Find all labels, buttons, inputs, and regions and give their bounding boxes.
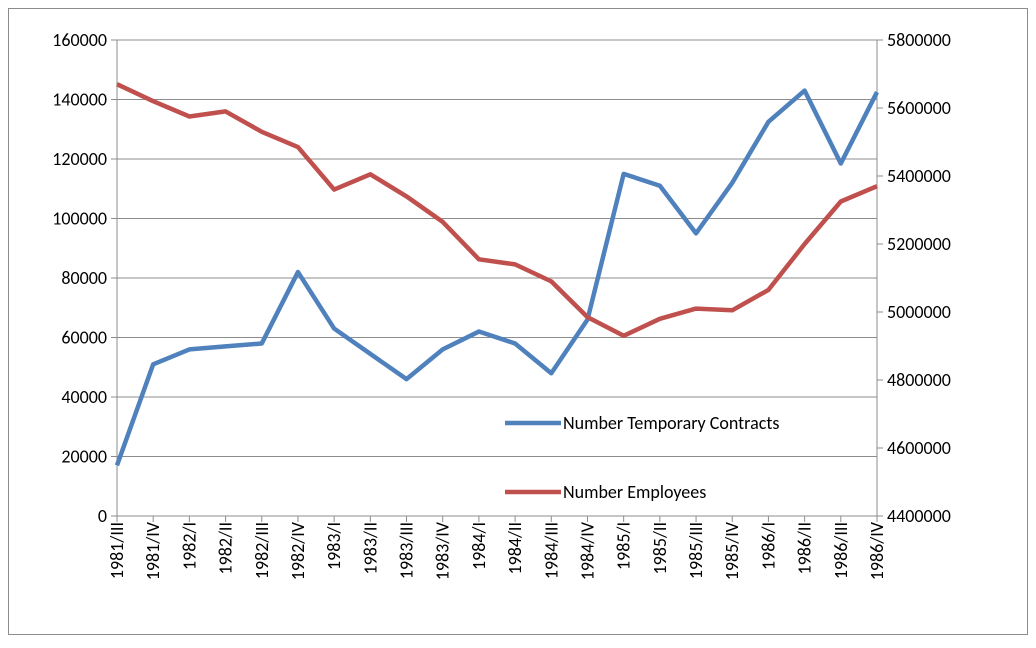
x-tick-label: 1982/III bbox=[251, 522, 273, 579]
y-tick-label: 100000 bbox=[52, 208, 107, 230]
y2-tick-label: 5200000 bbox=[887, 233, 951, 255]
y-tick-label: 140000 bbox=[52, 89, 107, 111]
y2-tick-label: 4400000 bbox=[887, 505, 951, 527]
y2-tick-label: 4800000 bbox=[887, 369, 951, 391]
x-tick-label: 1982/IV bbox=[287, 521, 309, 580]
x-tick-label: 1985/IV bbox=[721, 521, 743, 580]
x-tick-label: 1983/IV bbox=[432, 521, 454, 580]
y-tick-label: 160000 bbox=[52, 29, 107, 51]
x-tick-label: 1983/I bbox=[323, 522, 345, 570]
x-tick-label: 1984/II bbox=[504, 522, 526, 575]
legend-label: Number Temporary Contracts bbox=[563, 412, 779, 434]
x-tick-label: 1984/IV bbox=[576, 521, 598, 580]
y-tick-label: 80000 bbox=[61, 267, 107, 289]
y-tick-label: 20000 bbox=[61, 446, 107, 468]
y-tick-label: 0 bbox=[98, 505, 107, 527]
y2-tick-label: 4600000 bbox=[887, 437, 951, 459]
y-tick-label: 40000 bbox=[61, 386, 107, 408]
x-tick-label: 1981/III bbox=[106, 522, 128, 579]
x-tick-label: 1983/II bbox=[359, 522, 381, 575]
y2-tick-label: 5000000 bbox=[887, 301, 951, 323]
x-tick-label: 1981/IV bbox=[142, 521, 164, 580]
x-tick-label: 1984/I bbox=[468, 522, 490, 570]
x-tick-label: 1982/I bbox=[178, 522, 200, 570]
x-tick-label: 1984/III bbox=[540, 522, 562, 579]
legend-label: Number Employees bbox=[563, 481, 706, 503]
x-tick-label: 1983/III bbox=[396, 522, 418, 579]
y2-tick-label: 5800000 bbox=[887, 29, 951, 51]
x-tick-label: 1985/III bbox=[685, 522, 707, 579]
x-tick-label: 1986/I bbox=[757, 522, 779, 570]
x-tick-label: 1986/II bbox=[794, 522, 816, 575]
series-line bbox=[114, 88, 880, 467]
y2-tick-label: 5600000 bbox=[887, 97, 951, 119]
x-tick-label: 1986/III bbox=[830, 522, 852, 579]
y2-tick-label: 5400000 bbox=[887, 165, 951, 187]
series-line bbox=[116, 82, 878, 339]
x-tick-label: 1982/II bbox=[215, 522, 237, 575]
x-tick-label: 1985/I bbox=[613, 522, 635, 570]
x-tick-label: 1985/II bbox=[649, 522, 671, 575]
x-tick-label: 1986/IV bbox=[866, 521, 888, 580]
y-tick-label: 120000 bbox=[52, 148, 107, 170]
y-tick-label: 60000 bbox=[61, 327, 107, 349]
